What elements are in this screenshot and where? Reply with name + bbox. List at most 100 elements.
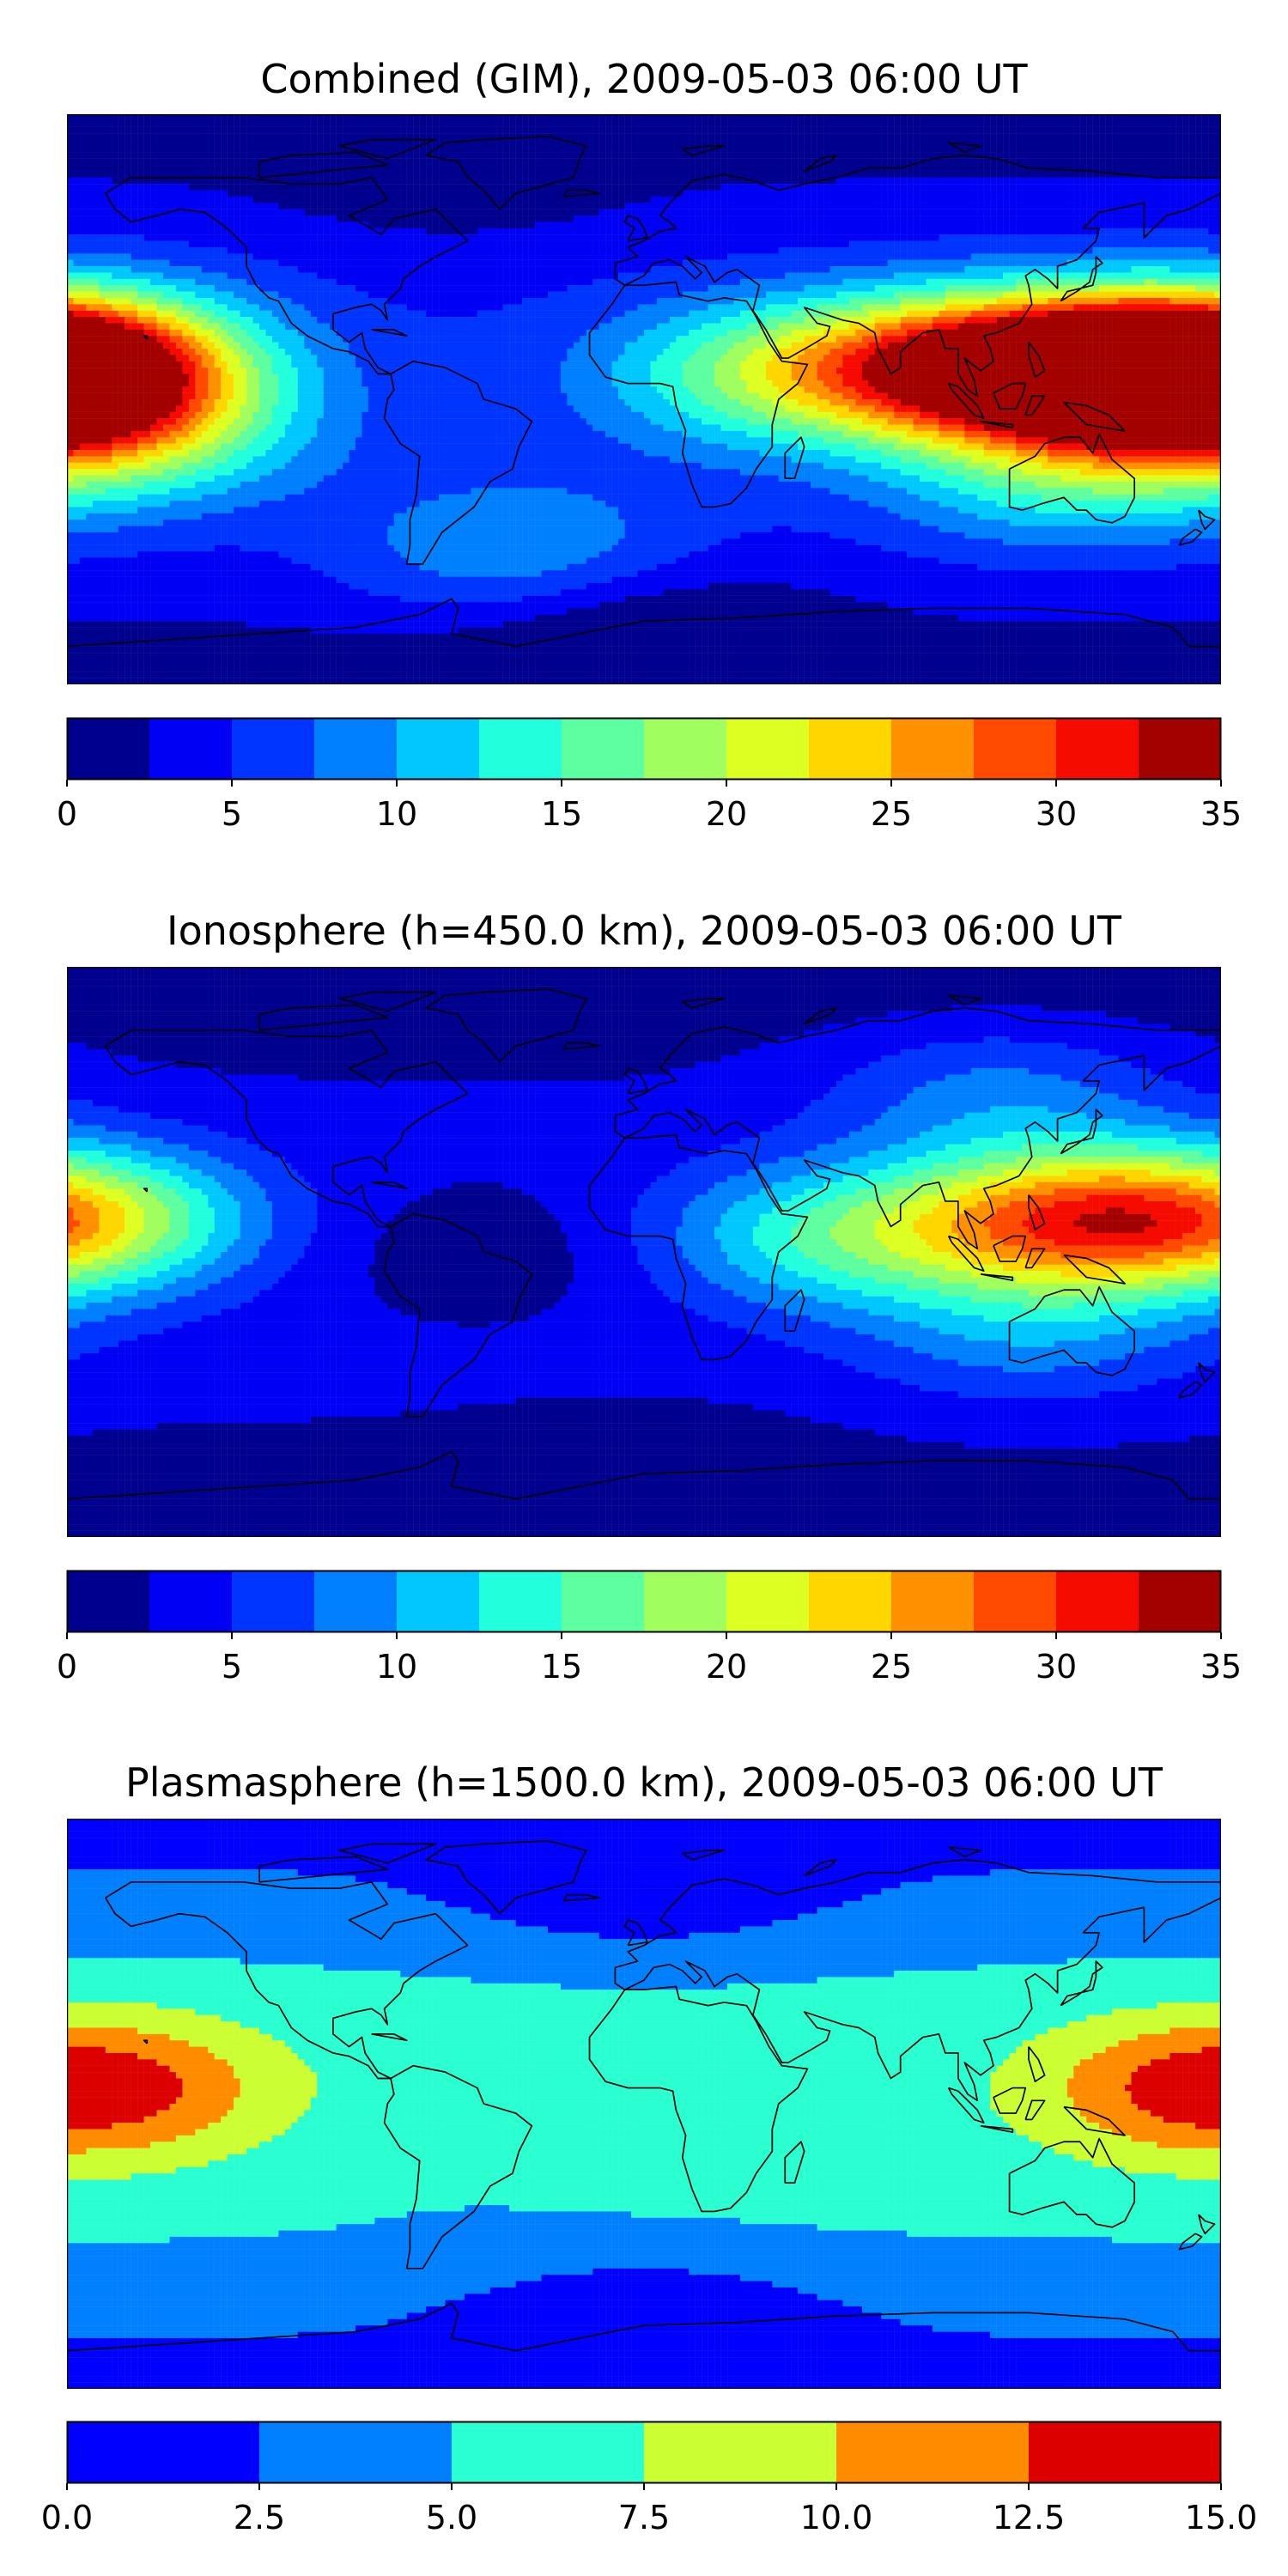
- contour-cell: [1119, 266, 1126, 273]
- contour-cell: [522, 285, 529, 292]
- contour-cell: [483, 171, 490, 178]
- contour-cell: [836, 234, 843, 241]
- contour-cell: [542, 222, 549, 228]
- contour-cell: [426, 127, 433, 134]
- contour-cell: [586, 127, 593, 134]
- contour-cell: [823, 184, 830, 191]
- contour-cell: [343, 133, 349, 140]
- contour-cell: [234, 228, 240, 235]
- contour-cell: [811, 210, 817, 216]
- contour-cell: [592, 146, 599, 153]
- contour-cell: [86, 133, 93, 140]
- contour-cell: [663, 140, 670, 147]
- contour-cell: [361, 191, 368, 197]
- contour-cell: [1023, 184, 1030, 191]
- contour-cell: [759, 234, 766, 241]
- contour-cell: [343, 197, 349, 204]
- contour-cell: [542, 241, 549, 248]
- contour-cell: [638, 197, 645, 204]
- contour-cell: [496, 228, 503, 235]
- contour-cell: [1119, 191, 1126, 197]
- contour-cell: [221, 210, 228, 216]
- contour-cell: [337, 197, 343, 204]
- contour-cell: [1035, 171, 1042, 178]
- contour-cell: [592, 184, 599, 191]
- contour-cell: [951, 241, 958, 248]
- contour-cell: [920, 234, 927, 241]
- contour-cell: [1010, 260, 1017, 267]
- contour-cell: [939, 203, 945, 210]
- contour-cell: [1016, 140, 1023, 147]
- contour-cell: [1202, 152, 1209, 159]
- contour-cell: [811, 228, 817, 235]
- contour-cell: [298, 159, 305, 166]
- contour-cell: [1119, 178, 1126, 185]
- contour-cell: [881, 272, 888, 279]
- contour-cell: [330, 197, 337, 204]
- contour-cell: [452, 120, 459, 127]
- contour-cell: [324, 253, 331, 260]
- contour-cell: [548, 146, 555, 153]
- contour-cell: [830, 266, 837, 273]
- contour-cell: [740, 165, 747, 172]
- contour-cell: [958, 203, 965, 210]
- contour-cell: [1073, 266, 1080, 273]
- contour-cell: [817, 184, 824, 191]
- contour-cell: [971, 222, 978, 228]
- contour-cell: [548, 120, 555, 127]
- contour-cell: [958, 210, 965, 216]
- contour-cell: [1208, 247, 1215, 254]
- contour-cell: [490, 216, 497, 222]
- contour-cell: [696, 120, 702, 127]
- contour-cell: [285, 120, 292, 127]
- contour-cell: [278, 210, 285, 216]
- contour-cell: [394, 253, 401, 260]
- contour-cell: [842, 260, 849, 267]
- contour-cell: [144, 178, 151, 185]
- contour-cell: [182, 171, 189, 178]
- contour-cell: [330, 171, 337, 178]
- contour-cell: [727, 279, 734, 286]
- contour-cell: [990, 165, 997, 172]
- contour-cell: [465, 260, 471, 267]
- contour-cell: [1010, 272, 1017, 279]
- contour-cell: [1054, 234, 1061, 241]
- contour-cell: [561, 253, 568, 260]
- contour-cell: [746, 222, 753, 228]
- contour-cell: [337, 247, 343, 254]
- contour-cell: [574, 279, 580, 286]
- contour-cell: [567, 165, 574, 172]
- contour-cell: [670, 216, 677, 222]
- contour-cell: [740, 127, 747, 134]
- contour-cell: [234, 159, 240, 166]
- contour-cell: [817, 260, 824, 267]
- contour-cell: [349, 120, 356, 127]
- contour-cell: [490, 266, 497, 273]
- contour-cell: [548, 228, 555, 235]
- contour-cell: [663, 127, 670, 134]
- contour-cell: [483, 120, 490, 127]
- contour-cell: [125, 197, 131, 204]
- contour-cell: [387, 272, 394, 279]
- contour-cell: [798, 127, 805, 134]
- contour-cell: [548, 222, 555, 228]
- contour-cell: [1086, 260, 1093, 267]
- contour-cell: [189, 234, 196, 241]
- contour-cell: [535, 228, 542, 235]
- contour-cell: [855, 197, 862, 204]
- contour-cell: [304, 285, 311, 292]
- contour-cell: [964, 165, 971, 172]
- contour-cell: [631, 272, 638, 279]
- contour-cell: [1060, 120, 1067, 127]
- contour-cell: [265, 146, 272, 153]
- contour-cell: [298, 146, 305, 153]
- contour-cell: [696, 133, 702, 140]
- contour-cell: [951, 197, 958, 204]
- contour-cell: [574, 253, 580, 260]
- contour-cell: [215, 247, 222, 254]
- contour-cell: [458, 197, 465, 204]
- contour-cell: [202, 228, 209, 235]
- contour-cell: [1060, 222, 1067, 228]
- contour-cell: [663, 184, 670, 191]
- contour-cell: [689, 171, 696, 178]
